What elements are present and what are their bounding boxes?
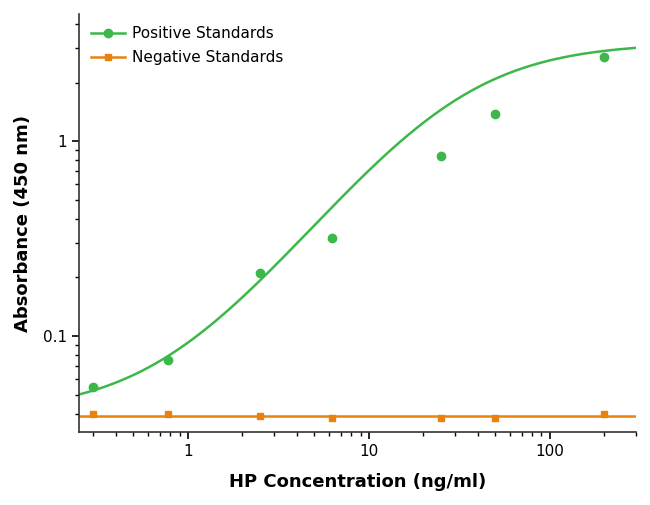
Y-axis label: Absorbance (450 nm): Absorbance (450 nm)	[14, 115, 32, 332]
X-axis label: HP Concentration (ng/ml): HP Concentration (ng/ml)	[229, 473, 486, 491]
Legend: Positive Standards, Negative Standards: Positive Standards, Negative Standards	[86, 22, 289, 70]
